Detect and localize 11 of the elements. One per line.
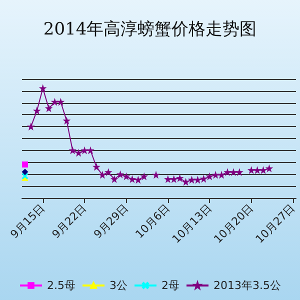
chart-title: 2014年高淳螃蟹价格走势图 [43, 20, 257, 40]
point [22, 162, 28, 168]
x-tick-label: 10月27日 [253, 201, 298, 246]
x-tick-label: 9月22日 [50, 201, 90, 241]
legend-label: 2母 [162, 279, 180, 292]
x-tick-label: 9月29日 [91, 201, 131, 241]
x-tick-label: 9月15日 [8, 201, 48, 241]
legend-label: 2.5母 [47, 279, 76, 292]
legend-label: 2013年3.5公 [214, 279, 281, 292]
point [22, 168, 28, 175]
legend-label: 3公 [110, 279, 128, 292]
